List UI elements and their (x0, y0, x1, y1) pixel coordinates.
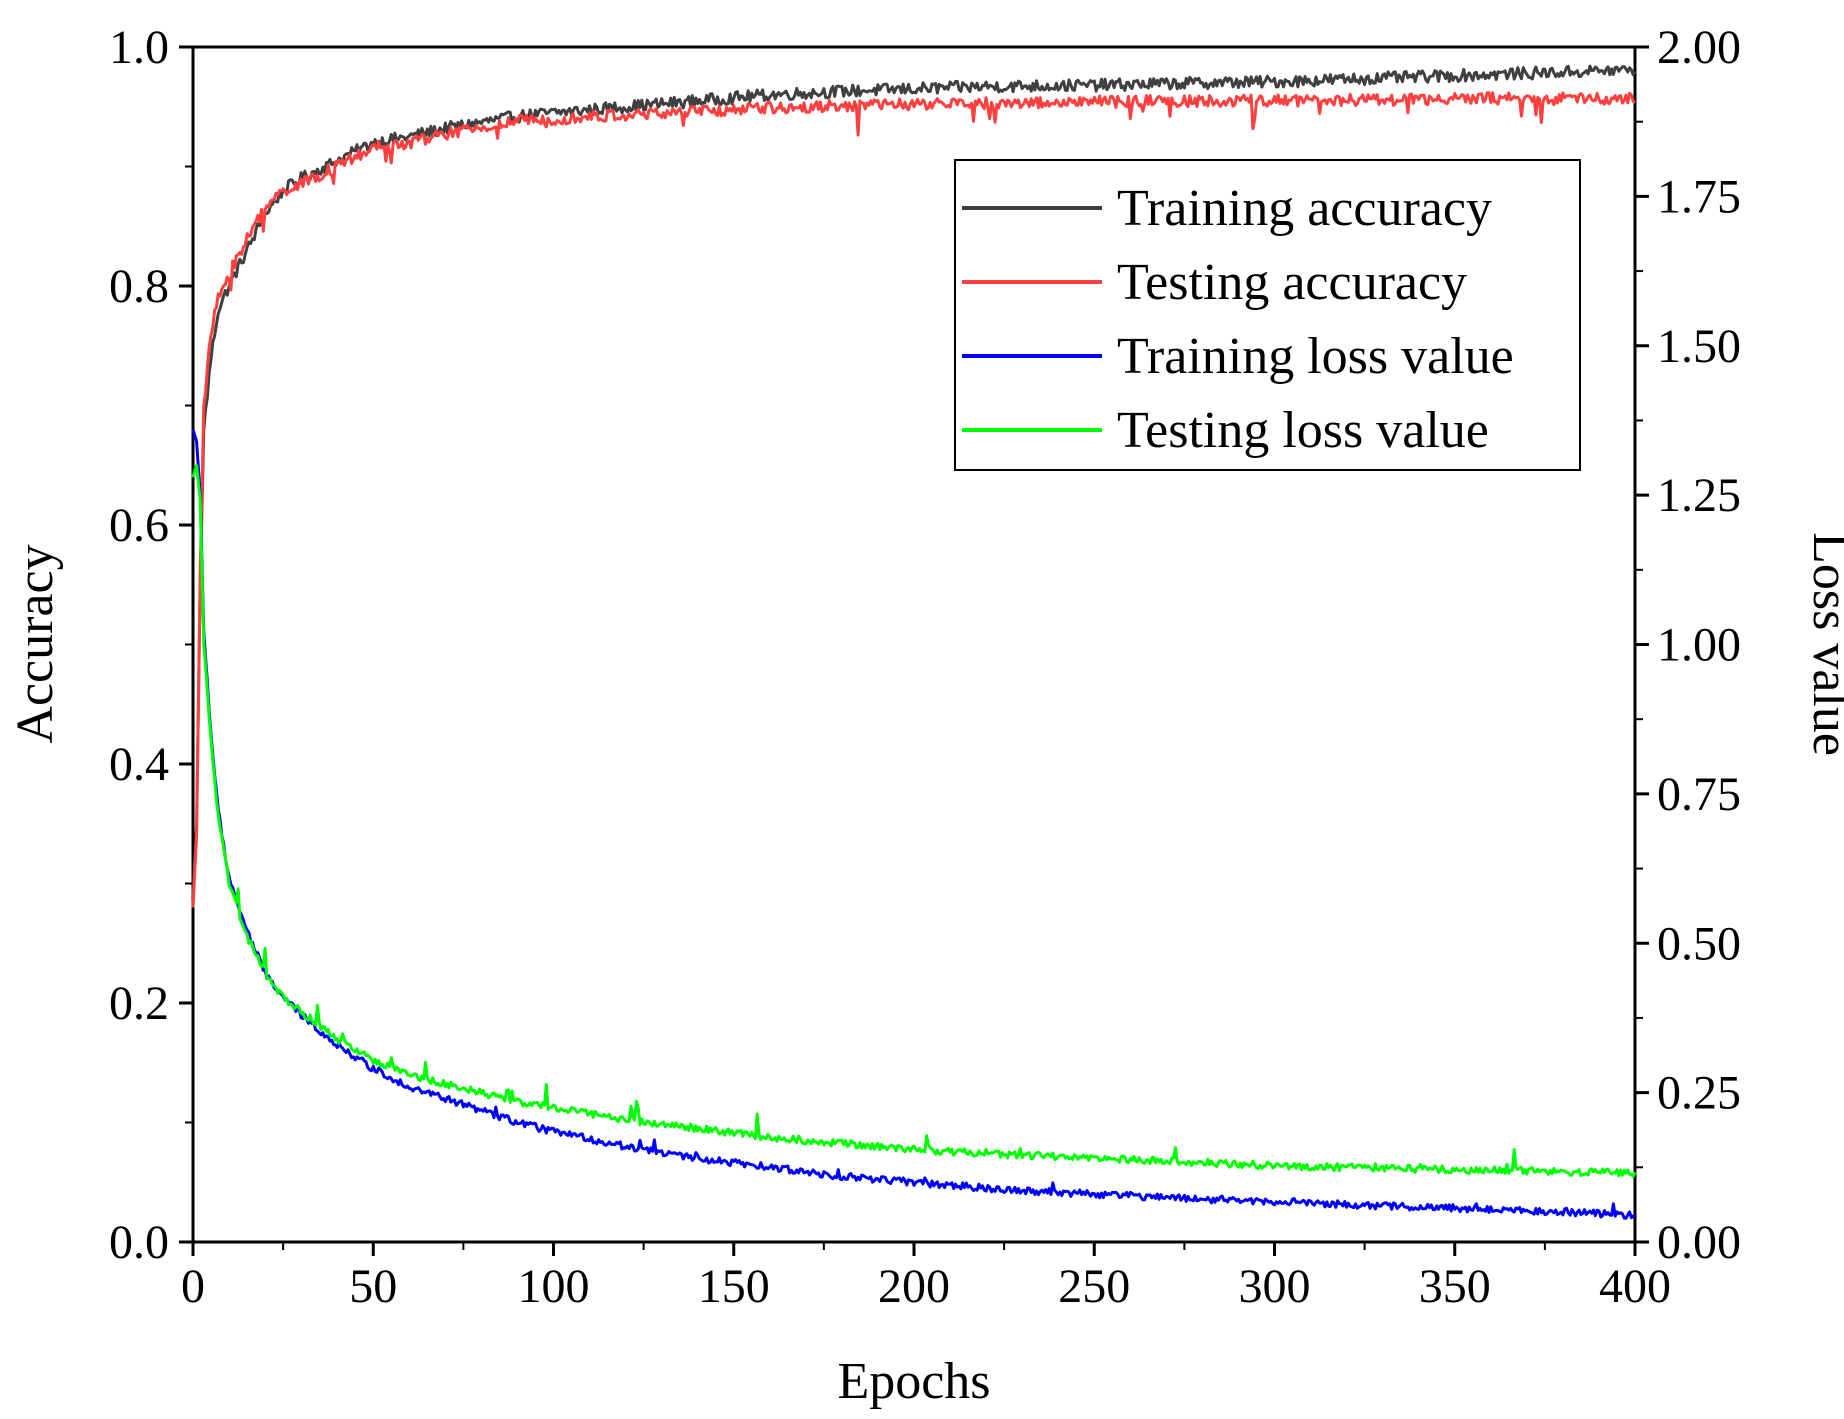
x-tick-label: 200 (878, 1260, 950, 1313)
y-axis-title: Accuracy (7, 544, 64, 743)
y2-tick-label: 0.50 (1657, 917, 1741, 970)
y2-axis-ticks: 0.00 0.25 0.50 0.75 1.00 1.25 1.50 1.75 2.00 (1635, 21, 1741, 1269)
y2-tick-label: 2.00 (1657, 21, 1741, 74)
y-tick-label: 0.0 (109, 1216, 169, 1269)
y2-tick-label: 0.75 (1657, 768, 1741, 821)
y2-tick-label: 0.25 (1657, 1067, 1741, 1120)
x-tick-label: 250 (1058, 1260, 1130, 1313)
x-tick-label: 400 (1599, 1260, 1671, 1313)
x-tick-label: 100 (518, 1260, 590, 1313)
legend-box (954, 159, 1581, 471)
y-tick-label: 0.6 (109, 499, 169, 552)
y-tick-label: 0.4 (109, 738, 169, 791)
series-line-training-loss-value (191, 428, 1636, 1220)
series-line-testing-accuracy (191, 91, 1636, 908)
x-axis-title: Epochs (837, 1353, 990, 1410)
y-tick-label: 0.2 (109, 977, 169, 1030)
y-tick-label: 0.8 (109, 260, 169, 313)
x-tick-label: 0 (181, 1260, 205, 1313)
x-tick-label: 50 (349, 1260, 397, 1313)
y2-tick-label: 1.50 (1657, 320, 1741, 373)
series-line-testing-loss-value (191, 463, 1637, 1179)
y2-tick-label: 0.00 (1657, 1216, 1741, 1269)
x-tick-label: 350 (1419, 1260, 1491, 1313)
y2-tick-label: 1.00 (1657, 619, 1741, 672)
y2-axis-title: Loss value (1802, 532, 1844, 756)
y-axis-ticks: 0.0 0.2 0.4 0.6 0.8 1.0 (109, 21, 193, 1269)
x-tick-label: 300 (1239, 1260, 1311, 1313)
legend-label: Testing loss value (1117, 402, 1489, 459)
legend: Training accuracy Testing accuracy Trainin… (954, 159, 1581, 471)
legend-label: Training loss value (1117, 328, 1514, 385)
legend-label: Testing accuracy (1117, 254, 1467, 311)
y2-tick-label: 1.75 (1657, 170, 1741, 223)
y-tick-label: 1.0 (109, 21, 169, 74)
x-axis-ticks: 0 50 100 150 200 250 300 350 400 (181, 1242, 1671, 1313)
x-tick-label: 150 (698, 1260, 770, 1313)
legend-label: Training accuracy (1117, 180, 1492, 237)
series-lines (191, 64, 1637, 1220)
y2-tick-label: 1.25 (1657, 469, 1741, 522)
